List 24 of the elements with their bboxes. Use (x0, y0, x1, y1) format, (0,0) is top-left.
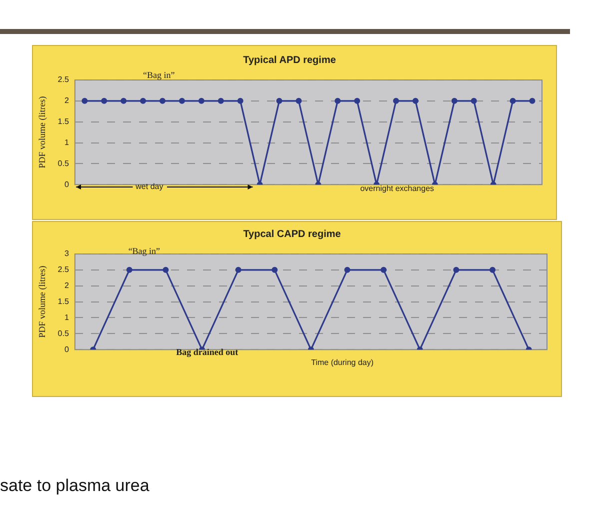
y-tick-label: 1.5 (58, 117, 70, 126)
y-tick-label: 2.5 (58, 265, 70, 274)
chart-title: Typcal CAPD regime (243, 228, 342, 240)
y-tick-label: 1 (64, 138, 70, 147)
y-tick-label: 0 (64, 180, 70, 189)
y-tick-label: 1.5 (58, 297, 70, 306)
y-tick-label: 0.5 (58, 328, 70, 338)
text: sate to plasma urea (0, 476, 150, 496)
annotation: wet day (136, 182, 164, 192)
annotation: overnight exchanges (360, 184, 434, 194)
y-tick-label: 2 (64, 281, 70, 290)
x-axis-title: Time (during day) (311, 358, 374, 368)
annotation: “Bag in” (128, 246, 160, 256)
y-tick-label: 3 (64, 249, 70, 258)
chart-title: Typical APD regime (243, 54, 336, 66)
y-tick-label: 0 (64, 344, 70, 354)
text: “Bag in” (142, 70, 175, 80)
y-axis-title: PDF volume (litres) (36, 96, 47, 168)
y-axis-title: PDF volume (litres) (36, 266, 47, 338)
annotation: Bag drained out (176, 347, 238, 358)
y-tick-label: 1 (64, 312, 70, 322)
y-tick-label: 0.5 (58, 158, 70, 168)
y-tick-label: 2.5 (58, 75, 70, 84)
y-tick-label: 2 (64, 96, 70, 106)
